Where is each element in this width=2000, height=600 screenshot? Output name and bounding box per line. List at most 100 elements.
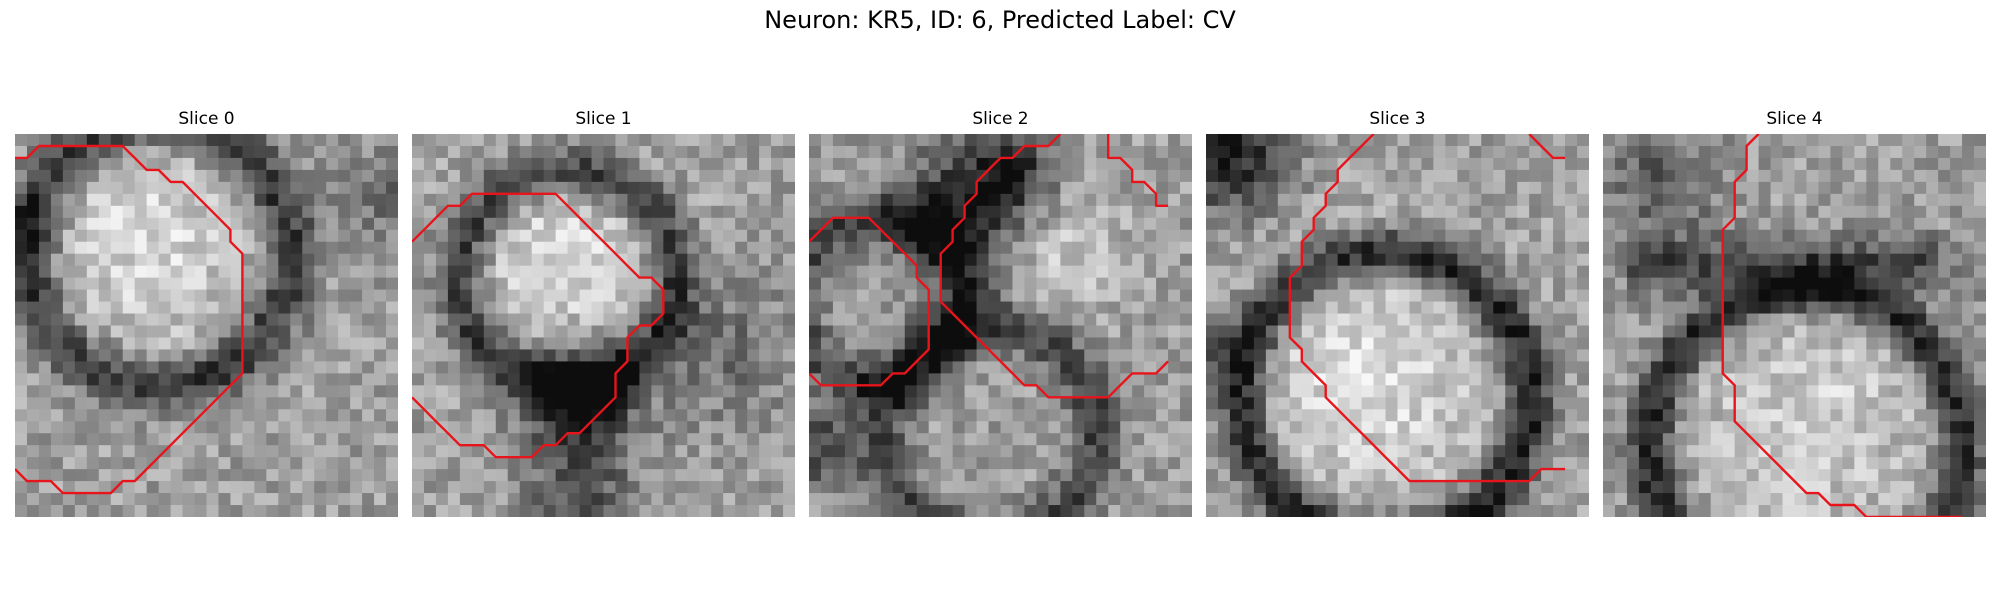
image-tile: [1373, 241, 1387, 255]
image-tile: [1603, 253, 1616, 267]
image-tile: [699, 445, 712, 458]
image-tile: [26, 134, 40, 147]
image-tile: [820, 229, 834, 243]
image-tile: [759, 301, 772, 315]
image-tile: [326, 373, 339, 386]
image-tile: [844, 457, 858, 470]
image-tile: [1722, 433, 1736, 446]
image-tile: [362, 229, 375, 243]
image-tile: [723, 157, 736, 171]
image-tile: [1577, 134, 1589, 147]
image-tile: [230, 134, 244, 147]
image-tile: [1144, 409, 1157, 422]
image-tile: [916, 265, 930, 279]
image-tile: [1373, 397, 1387, 410]
image-tile: [663, 373, 676, 386]
image-tile: [1505, 397, 1518, 410]
image-tile: [663, 457, 676, 470]
image-tile: [62, 181, 76, 195]
image-tile: [122, 505, 136, 517]
image-tile: [809, 265, 822, 279]
image-tile: [1650, 445, 1664, 458]
image-tile: [1926, 325, 1939, 339]
image-tile: [194, 145, 208, 159]
image-tile: [1890, 134, 1903, 147]
image-tile: [98, 325, 112, 339]
image-tile: [1890, 361, 1903, 374]
image-tile: [15, 145, 28, 159]
image-tile: [1926, 277, 1939, 291]
image-tile: [471, 134, 485, 147]
image-tile: [170, 289, 184, 303]
image-tile: [326, 505, 339, 517]
image-tile: [820, 361, 834, 374]
image-tile: [747, 373, 760, 386]
image-tile: [386, 493, 398, 506]
image-tile: [314, 337, 327, 351]
image-tile: [1457, 277, 1470, 291]
image-tile: [1108, 241, 1121, 255]
image-tile: [194, 421, 208, 434]
image-tile: [1938, 409, 1951, 422]
image-tile: [639, 421, 652, 434]
image-tile: [687, 481, 700, 494]
image-tile: [1493, 253, 1506, 267]
image-tile: [1469, 397, 1482, 410]
image-tile: [290, 361, 303, 374]
image-tile: [278, 169, 291, 183]
image-tile: [1565, 385, 1578, 398]
image-tile: [1529, 373, 1542, 386]
image-tile: [62, 229, 76, 243]
image-tile: [1577, 301, 1589, 315]
image-tile: [904, 421, 918, 434]
image-tile: [1878, 301, 1891, 315]
image-tile: [1746, 445, 1760, 458]
image-tile: [302, 481, 315, 494]
image-tile: [1421, 157, 1435, 171]
image-tile: [98, 469, 112, 482]
image-tile: [158, 505, 172, 517]
image-tile: [1253, 205, 1267, 219]
image-tile: [1914, 181, 1927, 195]
image-tile: [290, 169, 303, 183]
image-tile: [1036, 181, 1049, 195]
image-tile: [1325, 253, 1339, 267]
image-tile: [1060, 253, 1073, 267]
image-tile: [1794, 409, 1808, 422]
image-tile: [483, 169, 497, 183]
image-tile: [1493, 361, 1506, 374]
image-tile: [278, 134, 291, 147]
image-tile: [868, 481, 882, 494]
image-tile: [1650, 241, 1664, 255]
image-tile: [1650, 145, 1664, 159]
image-tile: [1241, 193, 1255, 207]
image-tile: [1842, 169, 1855, 183]
image-tile: [278, 397, 291, 410]
image-tile: [50, 505, 64, 517]
image-tile: [1132, 469, 1145, 482]
image-tile: [1650, 409, 1664, 422]
image-tile: [820, 385, 834, 398]
image-tile: [1710, 229, 1724, 243]
image-tile: [1048, 169, 1061, 183]
image-tile: [1806, 145, 1820, 159]
image-tile: [483, 277, 497, 291]
image-tile: [555, 181, 569, 195]
image-tile: [1698, 361, 1712, 374]
image-tile: [1782, 217, 1796, 231]
image-tile: [134, 145, 148, 159]
image-tile: [832, 433, 846, 446]
image-tile: [290, 253, 303, 267]
image-tile: [1000, 193, 1014, 207]
image-tile: [1421, 481, 1435, 494]
image-tile: [302, 241, 315, 255]
image-tile: [1036, 505, 1049, 517]
image-tile: [50, 313, 64, 327]
image-tile: [350, 277, 363, 291]
image-tile: [350, 301, 363, 315]
image-tile: [15, 253, 28, 267]
image-tile: [699, 505, 712, 517]
image-tile: [1746, 385, 1760, 398]
image-tile: [555, 493, 569, 506]
image-tile: [1385, 469, 1399, 482]
